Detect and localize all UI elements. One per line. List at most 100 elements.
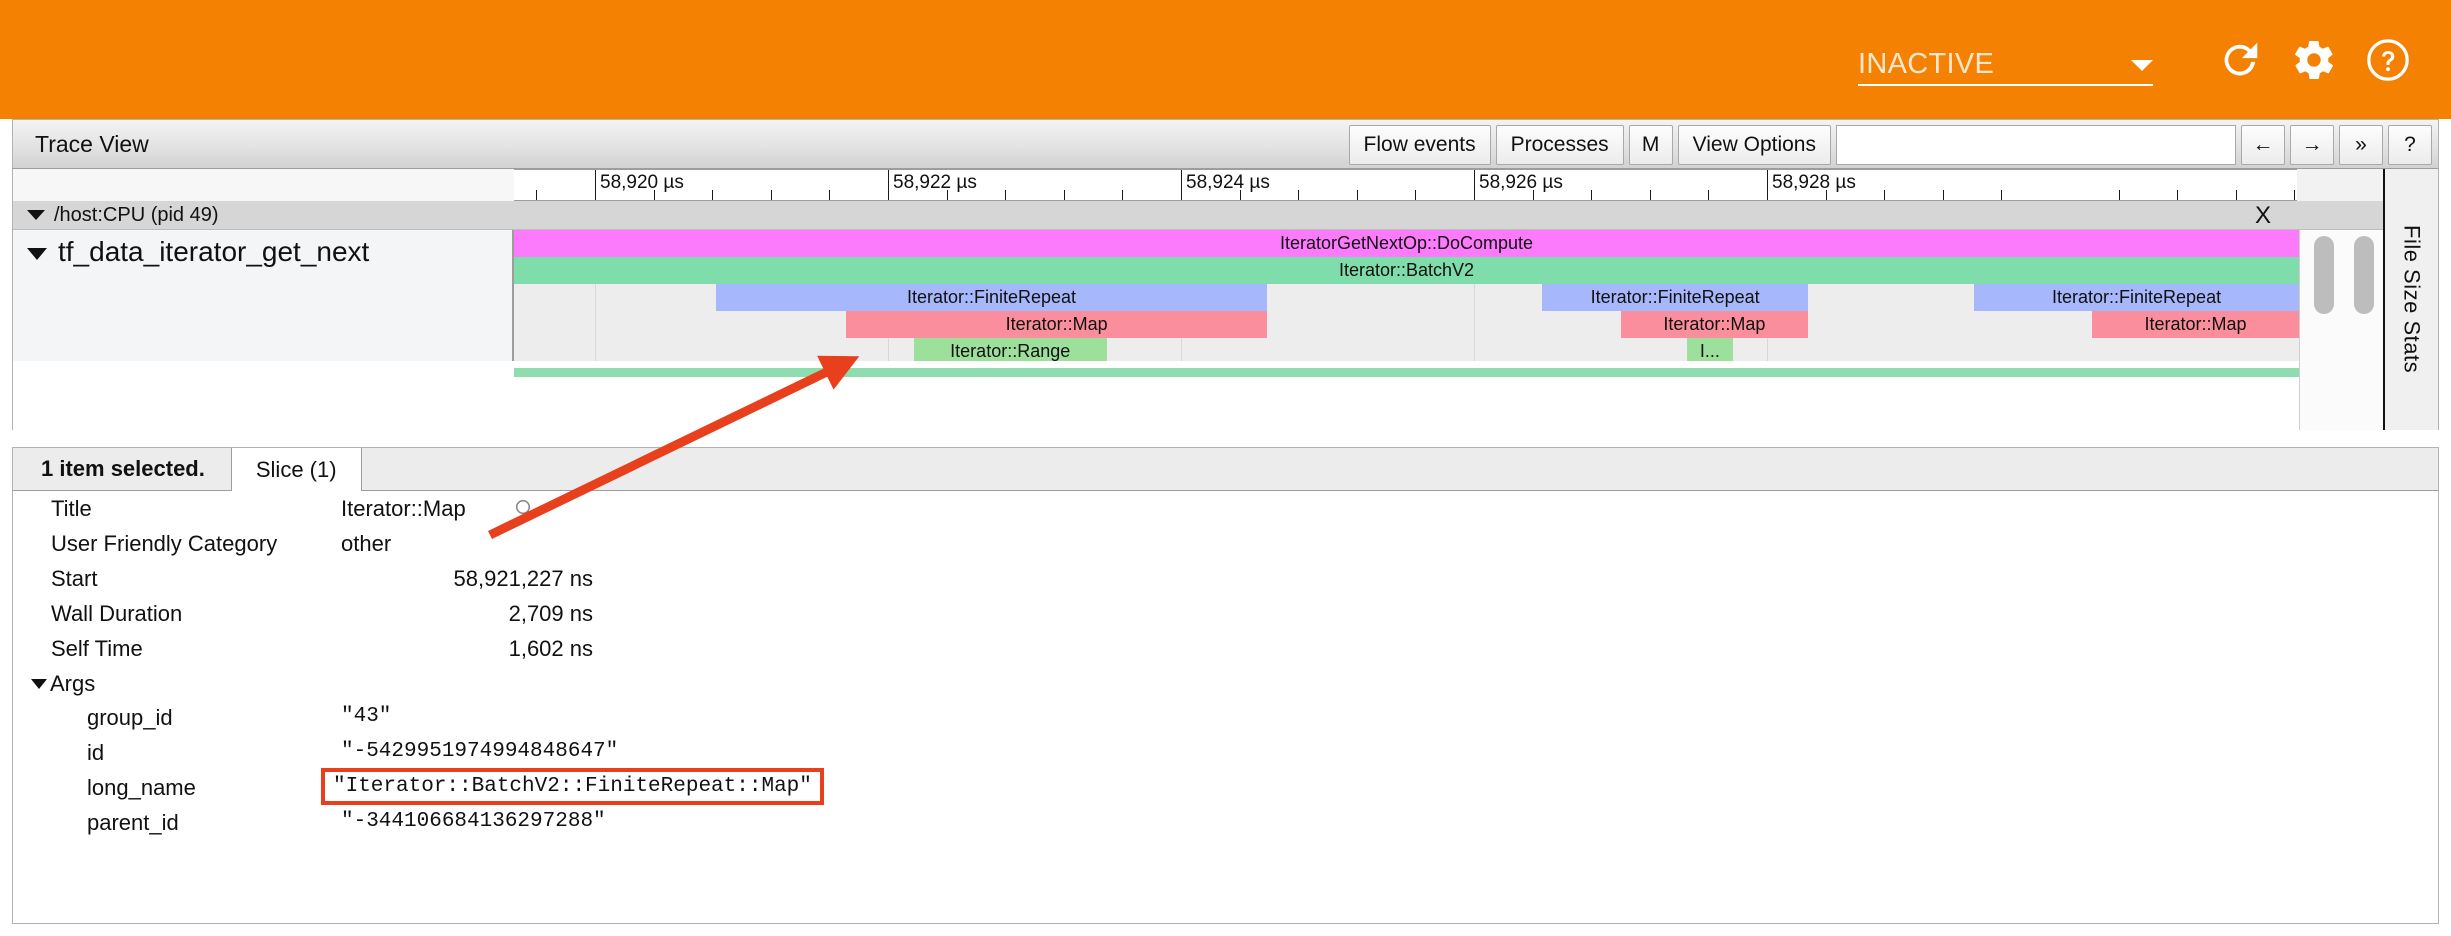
trace-slice[interactable]: Iterator::Map — [1620, 311, 1809, 338]
trace-slice[interactable]: Iterator::FiniteRepeat — [1974, 284, 2299, 311]
property-value: 58,921,227 ns — [453, 565, 593, 591]
ruler-tick-minor — [771, 190, 772, 200]
ruler-tick-minor — [2001, 190, 2002, 200]
thread-name-column[interactable]: tf_data_iterator_get_next — [13, 230, 514, 361]
tab-slice[interactable]: Slice (1) — [230, 448, 362, 491]
chevron-down-icon — [2131, 59, 2153, 71]
trace-slice[interactable]: Iterator::BatchV2 — [514, 257, 2299, 284]
arg-row: id "-5429951974994848647" — [13, 736, 2438, 771]
refresh-icon[interactable] — [2217, 37, 2263, 83]
details-tabbar: 1 item selected. Slice (1) — [13, 448, 2438, 491]
ruler-tick-minor — [829, 190, 830, 200]
thread-block: tf_data_iterator_get_next IteratorGetNex… — [13, 230, 2438, 430]
arg-row: group_id "43" — [13, 701, 2438, 736]
file-size-stats-label: File Size Stats — [2399, 225, 2425, 374]
trace-view-toolbar: Flow events Processes M View Options ← →… — [1344, 125, 2432, 165]
arg-row: parent_id "-344106684136297288" — [13, 806, 2438, 841]
grid-line — [1474, 230, 1475, 361]
processes-button[interactable]: Processes — [1495, 125, 1624, 165]
trace-slice[interactable]: Iterator::Range — [913, 338, 1107, 361]
ruler-tick-major — [595, 170, 596, 200]
property-row: Start 58,921,227 ns — [13, 561, 2438, 596]
ruler-tick-minor — [1884, 190, 1885, 200]
ruler-tick-major — [888, 170, 889, 200]
ruler-tick-major — [1181, 170, 1182, 200]
arg-key: parent_id — [87, 810, 179, 835]
chevron-down-icon[interactable] — [31, 678, 47, 689]
property-value: 2,709 ns — [508, 600, 593, 626]
property-key: User Friendly Category — [51, 530, 278, 556]
property-row: Self Time 1,602 ns — [13, 631, 2438, 666]
metrics-button[interactable]: M — [1628, 125, 1673, 165]
app-header: INACTIVE — [0, 0, 2451, 119]
arg-value: "43" — [341, 705, 392, 728]
ruler-tick-label: 58,922 µs — [893, 172, 977, 193]
ruler-tick-minor — [1943, 190, 1944, 200]
ruler-tick-minor — [1240, 190, 1241, 200]
help-button[interactable]: ? — [2388, 125, 2432, 165]
chevron-down-icon[interactable] — [27, 248, 47, 260]
flow-events-button[interactable]: Flow events — [1348, 125, 1491, 165]
ruler-tick-minor — [2294, 190, 2295, 200]
close-icon[interactable]: X — [2254, 201, 2271, 229]
search-next-button[interactable]: → — [2290, 125, 2334, 165]
property-row: Title Iterator::Map — [13, 491, 2438, 526]
process-label: /host:CPU (pid 49) — [54, 203, 219, 226]
trace-slice[interactable]: Iterator::FiniteRepeat — [1542, 284, 1809, 311]
ruler-tick-label: 58,928 µs — [1772, 172, 1856, 193]
run-selector[interactable]: INACTIVE — [1858, 34, 2153, 86]
page-title: Trace View — [35, 130, 149, 157]
property-value: Iterator::Map — [341, 495, 466, 521]
ruler-tick-minor — [2177, 190, 2178, 200]
search-icon[interactable] — [513, 497, 537, 526]
view-options-button[interactable]: View Options — [1677, 125, 1831, 165]
trace-slice[interactable]: Iterator::FiniteRepeat — [715, 284, 1268, 311]
ruler-tick-minor — [1298, 190, 1299, 200]
ruler-tick-major — [1474, 170, 1475, 200]
slice-track[interactable]: IteratorGetNextOp::DoCompute Iterator::Ba… — [514, 230, 2299, 361]
chevron-down-icon[interactable] — [27, 210, 45, 220]
ruler-left-gutter — [13, 169, 514, 201]
search-input[interactable] — [1836, 125, 2236, 165]
ruler-tick-minor — [2119, 190, 2120, 200]
arg-value: "Iterator::BatchV2::FiniteRepeat::Map" — [321, 768, 824, 805]
run-selector-value: INACTIVE — [1858, 47, 1995, 80]
ruler-tick-minor — [2236, 190, 2237, 200]
more-button[interactable]: » — [2339, 125, 2383, 165]
thread-label: tf_data_iterator_get_next — [58, 236, 370, 267]
process-row[interactable]: /host:CPU (pid 49) X — [13, 201, 2438, 230]
arg-key: long_name — [87, 775, 196, 800]
trace-view-titlebar: Trace View Flow events Processes M View … — [12, 119, 2439, 169]
search-prev-button[interactable]: ← — [2241, 125, 2285, 165]
timeline-ruler[interactable]: 58,920 µs 58,922 µs 58,924 µs 58,926 µs 58,9… — [12, 169, 2439, 201]
ruler-tick-minor — [947, 190, 948, 200]
help-icon[interactable] — [2365, 37, 2411, 83]
trace-slice[interactable]: IteratorGetNextOp::DoCompute — [514, 230, 2299, 257]
arg-value: "-5429951974994848647" — [341, 740, 619, 763]
arg-key: group_id — [87, 705, 173, 730]
trace-slice[interactable]: Iterator::Map — [846, 311, 1268, 338]
property-key: Self Time — [51, 635, 143, 661]
scrollbar-thumb-primary[interactable] — [2314, 236, 2334, 314]
ruler-tick-label: 58,924 µs — [1186, 172, 1270, 193]
arg-value: "-344106684136297288" — [341, 810, 606, 833]
args-section-header[interactable]: Args — [13, 666, 2438, 701]
ruler-tick-minor — [1415, 190, 1416, 200]
vertical-scrollbars[interactable] — [2299, 230, 2384, 430]
property-key: Start — [51, 565, 98, 591]
property-value: 1,602 ns — [508, 635, 593, 661]
file-size-stats-tab[interactable]: File Size Stats — [2383, 169, 2439, 430]
ruler-ticks: 58,920 µs 58,922 µs 58,924 µs 58,926 µs 58,9… — [514, 169, 2297, 201]
selection-count: 1 item selected. — [41, 456, 205, 481]
property-value: other — [341, 530, 392, 556]
trace-slice[interactable]: I... — [1686, 338, 1734, 361]
ruler-tick-label: 58,926 µs — [1479, 172, 1563, 193]
property-row: Wall Duration 2,709 ns — [13, 596, 2438, 631]
ruler-tick-minor — [1533, 190, 1534, 200]
trace-slice[interactable]: Iterator::Map — [2091, 311, 2299, 338]
gear-icon[interactable] — [2291, 37, 2337, 83]
args-title: Args — [50, 670, 96, 696]
scrollbar-thumb-secondary[interactable] — [2354, 236, 2374, 314]
